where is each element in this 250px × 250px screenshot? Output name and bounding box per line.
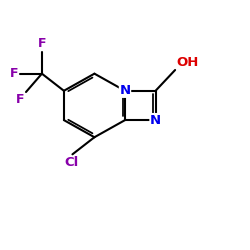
Text: N: N	[150, 114, 161, 126]
Text: Cl: Cl	[64, 156, 78, 169]
Text: F: F	[16, 93, 25, 106]
Text: N: N	[120, 84, 130, 97]
Text: F: F	[38, 37, 46, 50]
Text: F: F	[10, 67, 18, 80]
Text: OH: OH	[176, 56, 199, 69]
